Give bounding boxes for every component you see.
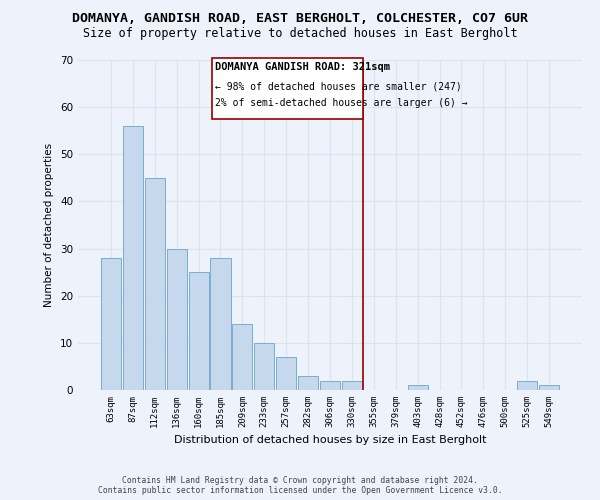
Text: 2% of semi-detached houses are larger (6) →: 2% of semi-detached houses are larger (6…	[215, 98, 467, 108]
Bar	[211, 258, 230, 390]
X-axis label: Distribution of detached houses by size in East Bergholt: Distribution of detached houses by size …	[174, 436, 486, 446]
Bar	[254, 343, 274, 390]
Text: ← 98% of detached houses are smaller (247): ← 98% of detached houses are smaller (24…	[215, 81, 462, 91]
Bar	[276, 357, 296, 390]
Text: Contains HM Land Registry data © Crown copyright and database right 2024.
Contai: Contains HM Land Registry data © Crown c…	[98, 476, 502, 495]
Bar	[539, 386, 559, 390]
Bar	[517, 380, 537, 390]
Text: DOMANYA, GANDISH ROAD, EAST BERGHOLT, COLCHESTER, CO7 6UR: DOMANYA, GANDISH ROAD, EAST BERGHOLT, CO…	[72, 12, 528, 26]
Bar	[407, 386, 428, 390]
FancyBboxPatch shape	[212, 58, 363, 119]
Bar	[320, 380, 340, 390]
Y-axis label: Number of detached properties: Number of detached properties	[44, 143, 55, 307]
Bar	[123, 126, 143, 390]
Text: DOMANYA GANDISH ROAD: 321sqm: DOMANYA GANDISH ROAD: 321sqm	[215, 62, 390, 72]
Bar	[145, 178, 165, 390]
Bar	[101, 258, 121, 390]
Bar	[232, 324, 253, 390]
Bar	[188, 272, 209, 390]
Bar	[167, 248, 187, 390]
Bar	[298, 376, 318, 390]
Bar	[342, 380, 362, 390]
Text: Size of property relative to detached houses in East Bergholt: Size of property relative to detached ho…	[83, 28, 517, 40]
